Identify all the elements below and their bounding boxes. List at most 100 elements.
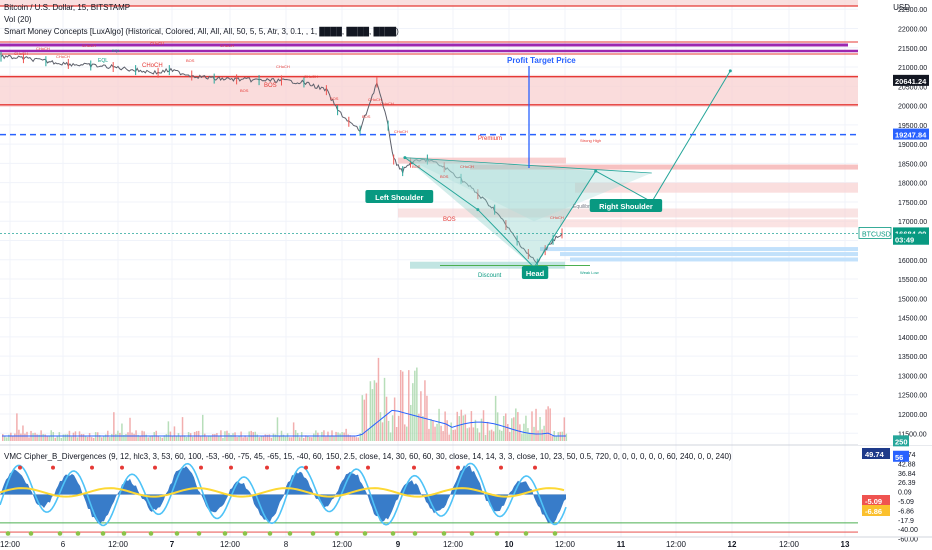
volume-bar: [460, 409, 463, 441]
volume-bar: [125, 433, 127, 441]
buy-dot: [362, 531, 368, 536]
buy-dot: [552, 531, 558, 536]
sell-dot: [229, 465, 233, 470]
buy-dot: [148, 531, 154, 536]
volume-bar: [391, 415, 394, 441]
volume-bar: [365, 393, 368, 441]
volume-bar: [76, 437, 79, 441]
volume-bar: [171, 436, 174, 441]
volume-bar: [525, 415, 527, 441]
volume-bar: [276, 417, 279, 441]
buy-dot: [174, 531, 180, 536]
buy-dot: [494, 531, 500, 536]
volume-bar: [410, 404, 412, 441]
price-tick: 21000.00: [898, 65, 927, 72]
right-shoulder-label-bg: [589, 199, 663, 212]
volume-bar: [230, 435, 232, 441]
volume-bar: [416, 367, 418, 441]
price-badge: 19247.84: [895, 131, 927, 140]
volume-bar: [212, 434, 214, 441]
smc-tag: BOS: [240, 88, 249, 93]
volume-bar: [88, 433, 91, 441]
pattern-area-right: [404, 157, 652, 222]
volume-bar: [115, 434, 117, 441]
sell-dot: [199, 465, 203, 470]
volume-bar: [234, 432, 236, 441]
volume-bar: [258, 437, 261, 441]
buy-dot: [523, 531, 529, 536]
symbol-badge: BTCUSD: [862, 231, 891, 238]
time-tick: 12:00: [332, 540, 353, 549]
profit-target-label: Profit Target Price: [507, 56, 576, 65]
buy-dot: [441, 531, 447, 536]
smc-tag: CHoCH: [220, 43, 234, 48]
smc-tag: CHoCH: [36, 46, 50, 51]
price-tick: 19000.00: [898, 142, 927, 149]
smc-tag: CHoCH: [14, 51, 28, 56]
volume-bar: [262, 436, 265, 441]
price-badge-bg: [893, 74, 929, 86]
osc-badge: -6.86: [865, 507, 882, 516]
volume-bar: [177, 433, 180, 441]
volume-bar: [488, 430, 491, 441]
volume-bar: [214, 434, 216, 441]
smc-tag: CHoCH: [150, 41, 164, 46]
buy-dot: [57, 531, 63, 536]
volume-bar: [105, 434, 107, 441]
time-tick: 12: [728, 540, 737, 549]
sell-dot: [336, 465, 340, 470]
osc-tick: -60.00: [898, 537, 918, 544]
volume-bar: [399, 370, 402, 441]
volume-bar: [185, 437, 188, 441]
demand-box-2: [560, 252, 858, 257]
price-tick: 20000.00: [898, 104, 927, 111]
sell-dot: [499, 465, 503, 470]
volume-bar: [24, 433, 26, 441]
volume-bar: [456, 411, 458, 441]
volume-bar: [379, 412, 382, 441]
volume-bar: [129, 417, 131, 441]
wave-line: [0, 462, 567, 527]
volume-bar: [163, 435, 166, 441]
mfi-line: [0, 487, 565, 498]
volume-bar: [541, 429, 543, 441]
volume-bar: [131, 432, 133, 441]
sell-dot: [153, 465, 157, 470]
volume-bar: [222, 437, 224, 441]
price-tick: 16000.00: [898, 258, 927, 265]
volume-bar: [22, 425, 24, 441]
volume-bar: [6, 437, 8, 441]
volume-bar: [430, 418, 432, 441]
bos-label: BOS: [443, 217, 456, 223]
time-tick: 8: [284, 540, 289, 549]
volume-bar: [317, 432, 319, 441]
volume-bar: [484, 434, 487, 441]
volume-ma-line: [2, 409, 566, 437]
volume-bar: [547, 406, 549, 441]
buy-dot: [28, 531, 34, 536]
indicator-legend[interactable]: VMC Cipher_B_Divergences (9, 12, hlc3, 3…: [4, 452, 732, 461]
osc-badge-bg: [862, 495, 890, 506]
symbol-legend[interactable]: Bitcoin / U.S. Dollar, 15, BITSTAMP: [4, 3, 131, 12]
volume-bar: [450, 422, 452, 441]
volume-bar: [333, 435, 335, 441]
smc-legend[interactable]: Smart Money Concepts [LuxAlgo] (Historic…: [4, 27, 399, 36]
volume-bar: [414, 370, 416, 441]
price-badge: 20641.24: [895, 77, 927, 86]
volume-bar: [10, 432, 12, 441]
volume-bar: [403, 424, 406, 441]
volume-bar: [260, 436, 263, 441]
price-tick: 18500.00: [898, 161, 927, 168]
buy-dot: [412, 531, 418, 536]
volume-bar: [292, 422, 295, 441]
volume-bar: [52, 432, 54, 441]
price-tick: 20500.00: [898, 84, 927, 91]
volume-bar: [86, 436, 89, 441]
time-tick: 12:00: [108, 540, 129, 549]
left-shoulder-label-bg: [365, 190, 434, 203]
volume-bar: [563, 417, 566, 441]
volume-legend[interactable]: Vol (20): [4, 15, 32, 24]
volume-bar: [472, 427, 475, 441]
